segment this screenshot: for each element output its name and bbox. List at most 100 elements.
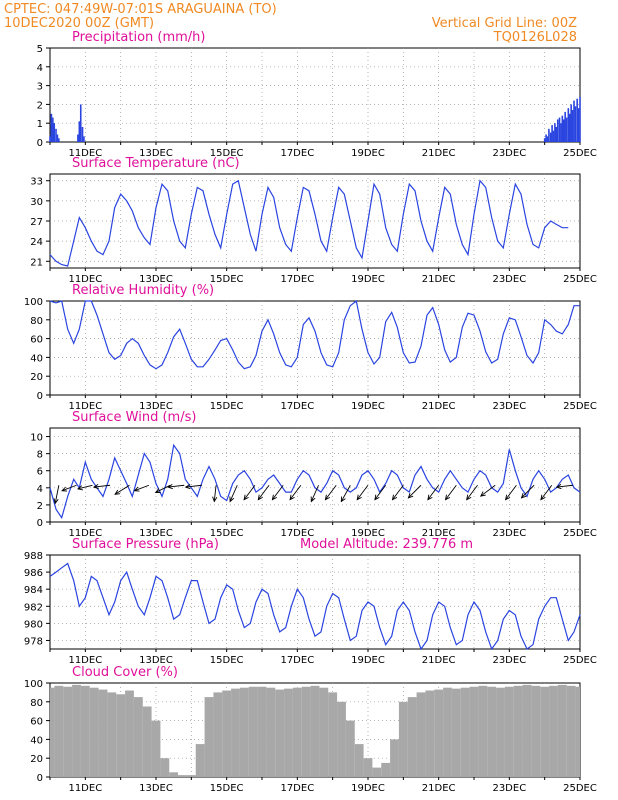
cloud-cover-xtick-label: 15DEC xyxy=(210,783,244,794)
humidity-xtick-label: 25DEC xyxy=(563,401,597,412)
humidity-panel: 0 20 40 60 80 100 11DEC 13DEC 15DEC 17DEC 19DEC 21D… xyxy=(24,283,597,412)
pressure-ytick-label: 984 xyxy=(24,585,43,596)
pressure-xtick-label: 23DEC xyxy=(492,655,526,666)
precip-bar xyxy=(548,128,550,142)
pressure-annotation: Model Altitude: 239.776 m xyxy=(300,537,473,552)
wind-arrow-head xyxy=(391,494,398,501)
wind-arrow-head xyxy=(271,494,278,501)
cloud-cover-ytick-label: 0 xyxy=(37,773,43,784)
cloud-bar xyxy=(496,687,505,777)
precip-bar xyxy=(49,136,51,142)
precipitation-frame xyxy=(49,47,581,143)
wind-ytick-label: 2 xyxy=(37,501,43,512)
cloud-bar xyxy=(257,686,267,777)
wind-arrow-head xyxy=(212,496,218,503)
wind-arrow-shaft xyxy=(340,485,351,502)
cloud-bar xyxy=(504,686,514,777)
cloud-bar xyxy=(54,685,64,777)
cloud-cover-xtick-label: 25DEC xyxy=(563,783,597,794)
precip-bar xyxy=(55,128,57,142)
wind-arrow-shaft xyxy=(289,484,302,500)
cloud-bar xyxy=(398,701,408,777)
cloud-bar xyxy=(204,697,214,777)
wind-xtick-label: 15DEC xyxy=(210,528,244,539)
header-date: 10DEC2020 00Z (GMT) xyxy=(4,16,154,31)
wind-ytick-label: 4 xyxy=(37,484,43,495)
wind-title: Surface Wind (m/s) xyxy=(72,410,196,425)
wind-arrow-shaft xyxy=(185,484,202,488)
humidity-xtick-label: 15DEC xyxy=(210,401,244,412)
cloud-bar xyxy=(522,684,532,777)
cloud-cover-ytick-label: 40 xyxy=(30,735,43,746)
cloud-cover-xtick-label: 21DEC xyxy=(422,783,456,794)
precip-bar xyxy=(567,108,570,142)
wind-arrow-head xyxy=(243,494,249,501)
cloud-bar xyxy=(50,687,55,777)
cloud-bar xyxy=(125,690,134,777)
temperature-xtick-label: 23DEC xyxy=(492,274,526,285)
wind-arrow-shaft xyxy=(408,484,422,499)
cloud-bar xyxy=(248,686,258,777)
temperature-ytick-label: 24 xyxy=(30,237,43,248)
cloud-bar xyxy=(213,692,223,777)
wind-arrow-shaft xyxy=(521,484,535,499)
wind-arrow-head xyxy=(340,496,346,503)
cloud-bar xyxy=(89,687,99,777)
precip-bar xyxy=(50,113,53,142)
wind-xtick-label: 23DEC xyxy=(492,528,526,539)
wind-arrow-shaft xyxy=(155,484,171,493)
cloud-bar xyxy=(142,706,152,777)
precipitation-xtick-label: 11DEC xyxy=(68,148,102,159)
wind-arrow-shaft xyxy=(272,484,284,500)
pressure-ytick-label: 982 xyxy=(24,602,43,613)
cloud-bar xyxy=(381,762,391,777)
temperature-xtick-label: 15DEC xyxy=(210,274,244,285)
pressure-line xyxy=(49,562,581,651)
precip-bar xyxy=(53,123,56,142)
cloud-bar xyxy=(186,775,196,777)
cloud-bar xyxy=(469,686,479,777)
wind-arrow-head xyxy=(540,494,546,501)
pressure-xtick-label: 15DEC xyxy=(210,655,244,666)
humidity-ytick-label: 20 xyxy=(30,372,43,383)
cloud-cover-ytick-label: 60 xyxy=(30,717,43,728)
temperature-line xyxy=(49,179,569,267)
cloud-bar xyxy=(160,758,170,777)
precip-bar xyxy=(78,121,81,142)
pressure-xtick-label: 11DEC xyxy=(68,655,102,666)
wind-arrow-shaft xyxy=(77,484,93,490)
cloud-cover-xtick-label: 23DEC xyxy=(492,783,526,794)
wind-frame xyxy=(49,427,581,523)
pressure-xtick-label: 19DEC xyxy=(351,655,385,666)
precipitation-panel: 0 1 2 3 4 5 11DEC 13DEC 15DEC 17DEC 19DEC 21DEC 23DE… xyxy=(37,30,597,159)
cloud-bar xyxy=(239,687,249,777)
wind-arrow-shaft xyxy=(480,484,496,497)
wind-xtick-label: 19DEC xyxy=(351,528,385,539)
precip-bar xyxy=(568,113,571,142)
header-station: CPTEC: 047:49W-07:01S ARAGUAINA (TO) xyxy=(4,2,277,17)
precipitation-ytick-label: 2 xyxy=(37,100,43,111)
precipitation-xtick-label: 15DEC xyxy=(210,148,244,159)
cloud-bar xyxy=(63,686,73,777)
wind-arrow-head xyxy=(257,494,263,501)
precip-bar xyxy=(560,123,562,142)
wind-arrow-shaft xyxy=(134,484,150,492)
wind-arrow-head xyxy=(154,488,161,493)
humidity-ytick-label: 0 xyxy=(37,391,43,402)
pressure-ytick-label: 978 xyxy=(24,636,43,647)
wind-arrow-head xyxy=(76,485,83,491)
precipitation-xtick-label: 23DEC xyxy=(492,148,526,159)
precip-bar xyxy=(558,117,561,142)
pressure-title: Surface Pressure (hPa) xyxy=(72,537,219,552)
cloud-bar xyxy=(310,685,320,777)
wind-arrow-shaft xyxy=(445,484,457,500)
cloud-cover-xtick-label: 13DEC xyxy=(139,783,173,794)
wind-arrow-shaft xyxy=(325,484,337,500)
cloud-bar xyxy=(151,720,161,777)
precipitation-xtick-label: 19DEC xyxy=(351,148,385,159)
temperature-ytick-label: 33 xyxy=(30,177,43,188)
precip-bar xyxy=(543,138,546,142)
cloud-bar xyxy=(133,697,143,777)
precipitation-title: Precipitation (mm/h) xyxy=(72,30,205,45)
